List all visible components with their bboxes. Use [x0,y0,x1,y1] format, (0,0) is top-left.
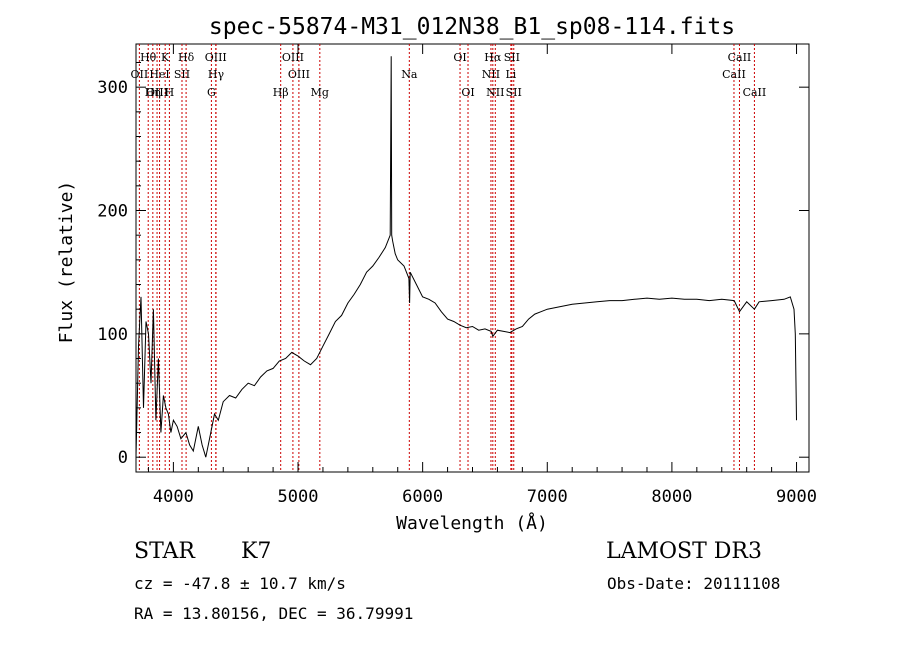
x-axis-ticks: 4000 5000 6000 7000 8000 9000 [147,44,817,507]
line-label-9: OIII [205,51,227,64]
line-label-16: Na [401,68,418,81]
x-tick-label-2: 6000 [402,487,443,507]
line-label-15: Mg [311,86,329,99]
y-axis-ticks: 0 100 200 300 [97,62,809,468]
redshift-cz: cz = -47.8 ± 10.7 km/s [134,574,346,593]
line-label-26: CaII [722,68,746,81]
coordinates-radec: RA = 13.80156, DEC = 36.79991 [134,604,414,623]
line-label-17: OI [453,51,466,64]
line-label-10: Hγ [208,68,225,81]
line-label-12: Hβ [273,86,289,99]
line-label-18: OI [461,86,474,99]
line-label-27: CaII [743,86,767,99]
x-tick-label-0: 4000 [153,487,194,507]
line-label-23: Li [505,68,516,81]
chart-title: spec-55874-M31_012N38_B1_sp08-114.fits [209,14,735,40]
object-subclass: K7 [241,539,272,564]
survey-name: LAMOST DR3 [606,539,762,564]
line-label-20: NII [482,68,500,81]
y-tick-label-1: 100 [97,325,128,345]
spectrum-series-line [135,56,797,458]
line-label-19: Hα [484,51,502,64]
line-label-11: G [207,86,216,99]
line-label-8: Hδ [178,51,195,64]
line-label-13: OIII [282,51,304,64]
line-label-1: OII [131,68,149,81]
line-label-14: OIII [288,68,310,81]
line-label-2: OIII [146,86,168,99]
observation-date: Obs-Date: 20111108 [607,574,781,593]
x-tick-label-1: 5000 [278,487,319,507]
plot-frame [135,43,810,473]
x-tick-label-4: 8000 [651,487,692,507]
y-tick-label-2: 200 [97,202,128,222]
y-tick-label-3: 300 [97,78,128,98]
line-label-7: SII [174,68,190,81]
y-axis-label: Flux (relative) [56,181,77,344]
x-tick-label-3: 7000 [527,487,568,507]
x-axis-label: Wavelength (Å) [396,512,548,534]
line-label-4: Hη [145,86,161,99]
line-label-21: NII [486,86,504,99]
line-label-3: HeI [149,68,169,81]
line-label-22: SII [504,51,520,64]
line-label-24: SII [506,86,522,99]
y-tick-label-0: 0 [118,448,128,468]
emission-line-markers [138,44,755,472]
line-label-6: H [165,86,175,99]
line-label-5: K [161,51,170,64]
x-tick-label-5: 9000 [776,487,817,507]
line-label-25: CaII [728,51,752,64]
object-class: STAR [134,539,195,564]
line-label-0: Hθ [140,51,157,64]
